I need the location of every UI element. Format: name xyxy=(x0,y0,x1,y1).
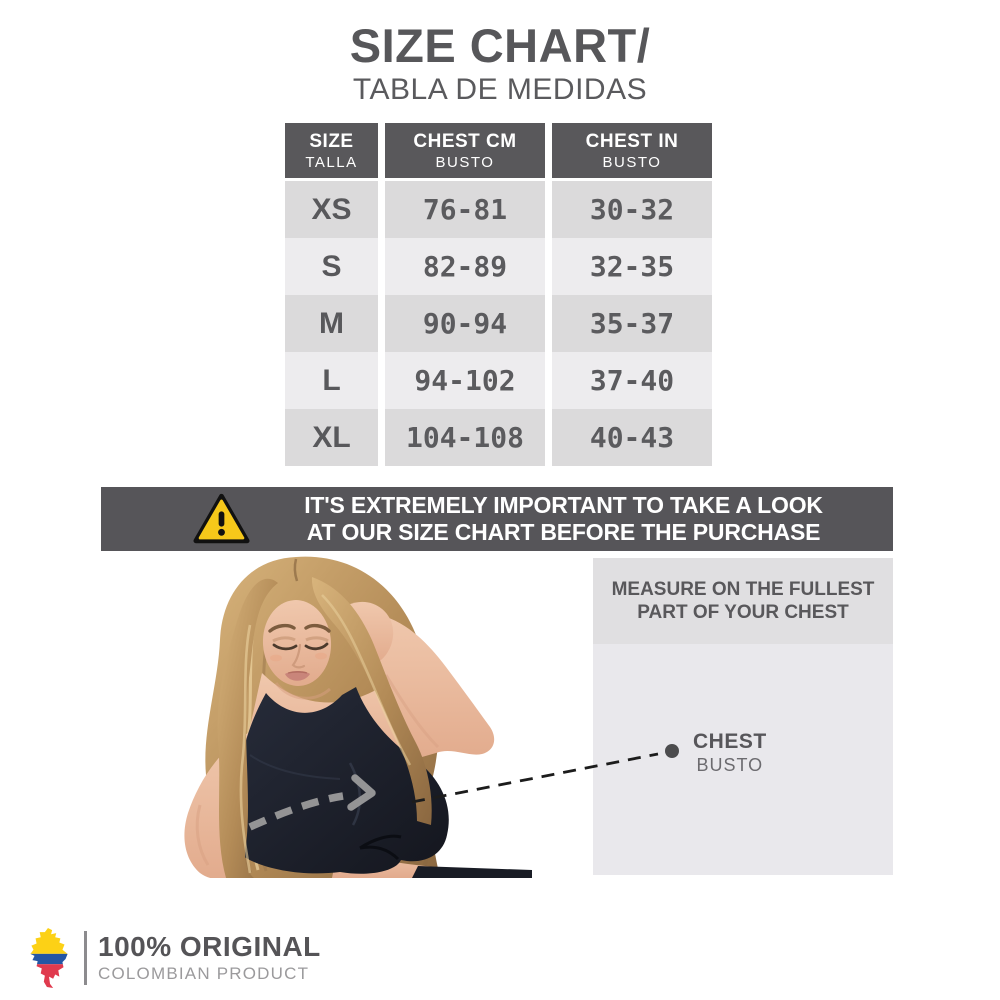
cell-chest-in: 37-40 xyxy=(552,352,712,409)
header-label-en: CHEST IN xyxy=(585,130,679,152)
cell-chest-in: 40-43 xyxy=(552,409,712,466)
cell-chest-cm: 104-108 xyxy=(385,409,545,466)
footer: 100% ORIGINAL COLOMBIAN PRODUCT xyxy=(24,928,321,988)
chest-label: CHEST BUSTO xyxy=(693,730,767,776)
measure-note-line-2: PART OF YOUR CHEST xyxy=(637,602,849,623)
cell-chest-cm: 76-81 xyxy=(385,181,545,238)
cell-chest-cm: 82-89 xyxy=(385,238,545,295)
size-table: SIZE TALLA CHEST CM BUSTO CHEST IN BUSTO… xyxy=(285,123,712,466)
warning-text: IT'S EXTREMELY IMPORTANT TO TAKE A LOOK … xyxy=(250,492,893,546)
cell-chest-in: 30-32 xyxy=(552,181,712,238)
warning-line-2: AT OUR SIZE CHART BEFORE THE PURCHASE xyxy=(306,519,821,545)
header-label-en: CHEST CM xyxy=(413,130,517,152)
cell-chest-cm: 90-94 xyxy=(385,295,545,352)
cell-chest-in: 35-37 xyxy=(552,295,712,352)
header-label-es: TALLA xyxy=(305,153,358,171)
measure-note-line-1: MEASURE ON THE FULLEST xyxy=(611,579,875,600)
model-face xyxy=(262,600,332,686)
table-header-chest-cm: CHEST CM BUSTO xyxy=(385,123,545,181)
model-photo xyxy=(184,556,532,878)
title-block: SIZE CHART/ TABLA DE MEDIDAS xyxy=(0,22,1000,107)
header-label-en: SIZE xyxy=(309,130,354,152)
cell-chest-in: 32-35 xyxy=(552,238,712,295)
warning-banner: IT'S EXTREMELY IMPORTANT TO TAKE A LOOK … xyxy=(101,487,893,551)
cell-size: XL xyxy=(285,409,378,466)
bottom-garment xyxy=(412,866,532,878)
footer-divider xyxy=(84,931,87,985)
cell-size: M xyxy=(285,295,378,352)
header-label-es: BUSTO xyxy=(435,153,495,171)
page-subtitle: TABLA DE MEDIDAS xyxy=(352,73,648,106)
cell-size: S xyxy=(285,238,378,295)
measure-note: MEASURE ON THE FULLEST PART OF YOUR CHES… xyxy=(593,558,893,644)
colombian-product-label: COLOMBIAN PRODUCT xyxy=(98,963,310,983)
original-label: 100% ORIGINAL xyxy=(98,931,321,963)
header-label-es: BUSTO xyxy=(602,153,662,171)
cell-chest-cm: 94-102 xyxy=(385,352,545,409)
colombia-map-icon xyxy=(30,928,68,988)
chest-label-en: CHEST xyxy=(693,730,767,753)
table-header-size: SIZE TALLA xyxy=(285,123,378,181)
footer-text: 100% ORIGINAL COLOMBIAN PRODUCT xyxy=(98,932,321,983)
cell-size: L xyxy=(285,352,378,409)
hair-front-left xyxy=(217,578,278,878)
warning-triangle-icon xyxy=(193,493,250,544)
chest-label-es: BUSTO xyxy=(696,755,764,775)
warning-line-1: IT'S EXTREMELY IMPORTANT TO TAKE A LOOK xyxy=(304,492,823,518)
cell-size: XS xyxy=(285,181,378,238)
table-header-chest-in: CHEST IN BUSTO xyxy=(552,123,712,181)
chest-panel: CHEST BUSTO xyxy=(593,644,893,875)
page-title: SIZE CHART/ xyxy=(349,19,651,72)
model-left-arm xyxy=(354,612,495,761)
